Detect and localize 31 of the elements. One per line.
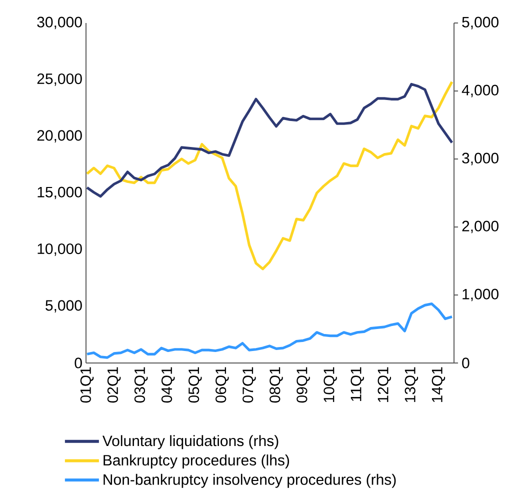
- y2-tick-label: 3,000: [462, 152, 498, 166]
- x-tick-label: 06Q1: [216, 367, 229, 403]
- y2-tick-label: 5,000: [462, 16, 498, 30]
- legend-label: Bankruptcy procedures (lhs): [104, 454, 290, 468]
- x-tick-label: 01Q1: [80, 367, 94, 403]
- legend-label: Voluntary liquidations (rhs): [102, 435, 278, 450]
- x-tick-label: 08Q1: [270, 367, 283, 403]
- y2-tick-label: 0: [462, 358, 470, 368]
- x-tick-label: 09Q1: [296, 367, 310, 403]
- x-tick-label: 12Q1: [378, 367, 392, 402]
- x-tick-label: 03Q1: [134, 367, 148, 403]
- x-tick-label: 13Q1: [404, 367, 418, 402]
- y2-tick-label: 2,000: [462, 220, 498, 234]
- x-tick-label: 04Q1: [161, 367, 175, 403]
- legend-label: Non-bankruptcy insolvency procedures (rhs): [104, 474, 396, 488]
- y-tick-label: 25,000: [37, 73, 82, 86]
- x-tick-label: 07Q1: [242, 367, 256, 403]
- y-tick-label: 5,000: [46, 300, 82, 313]
- y-tick-label: 20,000: [37, 130, 82, 143]
- y-tick-label: 15,000: [38, 186, 82, 200]
- y-tick-label: 0: [74, 358, 82, 368]
- x-tick-label: 14Q1: [432, 367, 446, 402]
- y-tick-label: 30,000: [37, 16, 82, 30]
- y2-tick-label: 1,000: [462, 288, 498, 302]
- x-tick-label: 05Q1: [188, 367, 202, 403]
- x-tick-label: 02Q1: [107, 367, 121, 403]
- y-tick-label: 10,000: [38, 243, 82, 256]
- y2-tick-label: 4,000: [462, 84, 498, 98]
- x-tick-label: 11Q1: [350, 367, 364, 401]
- line-series: [86, 80, 454, 270]
- x-tick-label: 10Q1: [324, 367, 337, 402]
